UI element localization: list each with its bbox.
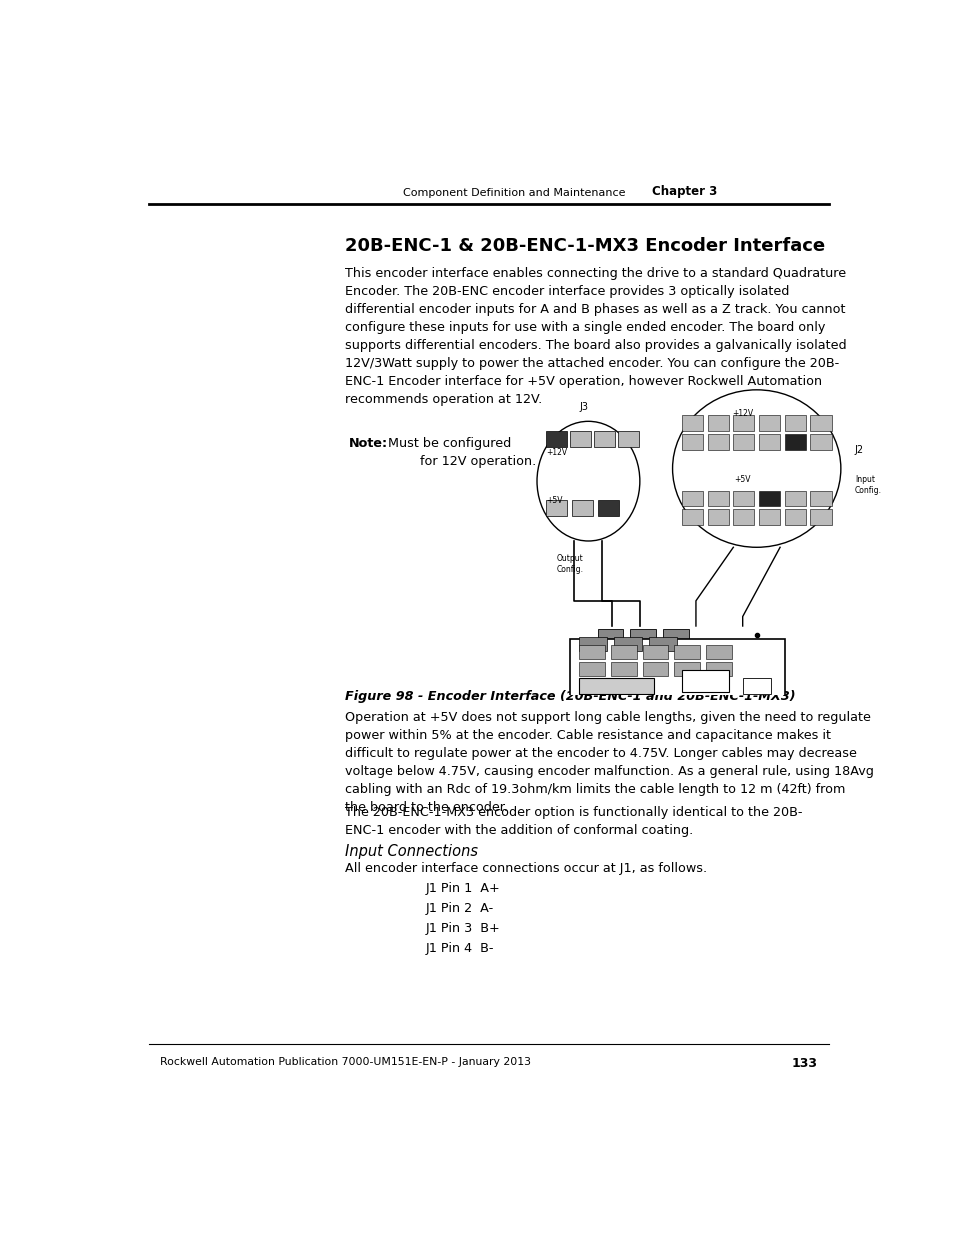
FancyBboxPatch shape <box>546 431 567 447</box>
FancyBboxPatch shape <box>569 431 590 447</box>
FancyBboxPatch shape <box>642 662 668 677</box>
FancyBboxPatch shape <box>578 637 606 651</box>
FancyBboxPatch shape <box>759 415 780 431</box>
Text: All encoder interface connections occur at J1, as follows.: All encoder interface connections occur … <box>344 862 706 876</box>
FancyBboxPatch shape <box>759 433 780 450</box>
Text: J1 Pin 3  B+: J1 Pin 3 B+ <box>426 923 500 935</box>
FancyBboxPatch shape <box>784 490 805 506</box>
Text: Chapter 3: Chapter 3 <box>651 185 716 198</box>
FancyBboxPatch shape <box>707 490 728 506</box>
FancyBboxPatch shape <box>578 645 604 659</box>
Text: J1 Pin 2  A-: J1 Pin 2 A- <box>426 903 494 915</box>
FancyBboxPatch shape <box>707 415 728 431</box>
FancyBboxPatch shape <box>546 500 567 516</box>
Text: +5V: +5V <box>546 495 562 505</box>
Text: J1 Pin 4  B-: J1 Pin 4 B- <box>426 942 494 955</box>
FancyBboxPatch shape <box>594 431 615 447</box>
FancyBboxPatch shape <box>681 671 728 692</box>
FancyBboxPatch shape <box>674 645 700 659</box>
Text: J3: J3 <box>578 401 588 412</box>
Text: Input Connections: Input Connections <box>344 845 477 860</box>
FancyBboxPatch shape <box>610 645 636 659</box>
Text: Figure 98 - Encoder Interface (20B-ENC-1 and 20B-ENC-1-MX3): Figure 98 - Encoder Interface (20B-ENC-1… <box>344 690 795 703</box>
Text: Note:: Note: <box>348 437 387 451</box>
Text: Must be configured
          for 12V operation.: Must be configured for 12V operation. <box>379 437 536 468</box>
FancyBboxPatch shape <box>681 490 702 506</box>
Text: Rockwell Automation Publication 7000-UM151E-EN-P - January 2013: Rockwell Automation Publication 7000-UM1… <box>160 1057 531 1067</box>
FancyBboxPatch shape <box>674 662 700 677</box>
FancyBboxPatch shape <box>784 415 805 431</box>
FancyBboxPatch shape <box>707 510 728 525</box>
Text: This encoder interface enables connecting the drive to a standard Quadrature
Enc: This encoder interface enables connectin… <box>344 267 845 406</box>
FancyBboxPatch shape <box>707 433 728 450</box>
FancyBboxPatch shape <box>578 662 604 677</box>
Text: Operation at +5V does not support long cable lengths, given the need to regulate: Operation at +5V does not support long c… <box>344 711 873 814</box>
FancyBboxPatch shape <box>618 431 639 447</box>
FancyBboxPatch shape <box>733 433 754 450</box>
FancyBboxPatch shape <box>759 490 780 506</box>
FancyBboxPatch shape <box>733 510 754 525</box>
FancyBboxPatch shape <box>642 645 668 659</box>
FancyBboxPatch shape <box>569 638 784 701</box>
FancyBboxPatch shape <box>733 415 754 431</box>
FancyBboxPatch shape <box>648 637 677 651</box>
FancyBboxPatch shape <box>572 500 593 516</box>
FancyBboxPatch shape <box>733 490 754 506</box>
FancyBboxPatch shape <box>598 500 618 516</box>
Text: +5V: +5V <box>734 475 750 484</box>
Text: The 20B-ENC-1-MX3 encoder option is functionally identical to the 20B-
ENC-1 enc: The 20B-ENC-1-MX3 encoder option is func… <box>344 806 801 837</box>
FancyBboxPatch shape <box>810 415 831 431</box>
Text: Component Definition and Maintenance: Component Definition and Maintenance <box>403 188 625 198</box>
Text: +12V: +12V <box>546 448 567 457</box>
Text: J1 Pin 1  A+: J1 Pin 1 A+ <box>426 882 500 895</box>
Text: J2: J2 <box>854 445 863 454</box>
FancyBboxPatch shape <box>614 637 641 651</box>
FancyBboxPatch shape <box>681 415 702 431</box>
Text: 20B-ENC-1 & 20B-ENC-1-MX3 Encoder Interface: 20B-ENC-1 & 20B-ENC-1-MX3 Encoder Interf… <box>344 237 824 254</box>
FancyBboxPatch shape <box>810 490 831 506</box>
FancyBboxPatch shape <box>705 662 731 677</box>
FancyBboxPatch shape <box>810 510 831 525</box>
FancyBboxPatch shape <box>630 629 656 642</box>
Text: Input
Config.: Input Config. <box>854 475 881 495</box>
FancyBboxPatch shape <box>784 433 805 450</box>
FancyBboxPatch shape <box>681 433 702 450</box>
FancyBboxPatch shape <box>598 629 623 642</box>
Text: +12V: +12V <box>731 409 753 419</box>
FancyBboxPatch shape <box>662 629 688 642</box>
FancyBboxPatch shape <box>759 510 780 525</box>
FancyBboxPatch shape <box>810 433 831 450</box>
FancyBboxPatch shape <box>578 678 653 694</box>
Text: Output
Config.: Output Config. <box>556 553 582 574</box>
FancyBboxPatch shape <box>681 510 702 525</box>
FancyBboxPatch shape <box>741 678 770 694</box>
FancyBboxPatch shape <box>784 510 805 525</box>
FancyBboxPatch shape <box>610 662 636 677</box>
Text: 133: 133 <box>791 1057 817 1071</box>
FancyBboxPatch shape <box>705 645 731 659</box>
